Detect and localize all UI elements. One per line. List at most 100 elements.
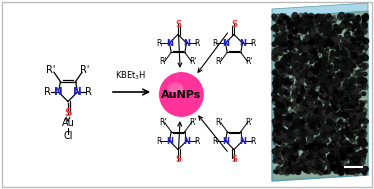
Circle shape xyxy=(365,144,367,145)
Circle shape xyxy=(290,153,294,156)
Circle shape xyxy=(309,45,313,49)
Circle shape xyxy=(326,29,327,30)
Circle shape xyxy=(276,134,281,139)
Circle shape xyxy=(319,163,325,169)
Circle shape xyxy=(326,43,329,46)
Circle shape xyxy=(295,102,301,108)
Circle shape xyxy=(297,114,300,118)
Circle shape xyxy=(294,122,299,127)
Circle shape xyxy=(317,26,321,29)
Circle shape xyxy=(283,147,289,153)
Circle shape xyxy=(313,140,315,142)
Circle shape xyxy=(342,112,348,118)
Circle shape xyxy=(362,103,365,105)
Circle shape xyxy=(286,169,291,174)
Circle shape xyxy=(283,119,285,121)
Circle shape xyxy=(351,38,355,41)
Circle shape xyxy=(353,133,357,137)
Circle shape xyxy=(294,147,295,149)
Circle shape xyxy=(294,164,297,167)
Circle shape xyxy=(295,91,297,93)
Circle shape xyxy=(341,156,345,160)
Circle shape xyxy=(321,32,325,36)
Circle shape xyxy=(311,98,312,100)
Circle shape xyxy=(309,148,312,151)
Circle shape xyxy=(290,168,296,174)
Circle shape xyxy=(317,112,319,114)
Circle shape xyxy=(281,134,283,137)
Circle shape xyxy=(297,99,299,101)
Circle shape xyxy=(288,40,291,43)
Circle shape xyxy=(345,151,349,155)
Circle shape xyxy=(286,136,290,140)
Circle shape xyxy=(331,45,334,48)
Circle shape xyxy=(307,73,313,78)
Circle shape xyxy=(364,82,367,86)
Circle shape xyxy=(328,26,330,28)
Circle shape xyxy=(275,48,276,50)
Circle shape xyxy=(342,97,345,99)
Circle shape xyxy=(274,91,277,93)
Circle shape xyxy=(285,141,288,143)
Circle shape xyxy=(352,88,356,91)
Circle shape xyxy=(319,114,324,118)
Circle shape xyxy=(336,28,341,33)
Circle shape xyxy=(273,76,277,81)
Circle shape xyxy=(292,95,297,100)
Circle shape xyxy=(349,47,351,50)
Circle shape xyxy=(344,155,346,157)
Circle shape xyxy=(323,69,327,74)
Circle shape xyxy=(315,137,316,139)
Circle shape xyxy=(347,149,352,155)
Circle shape xyxy=(347,143,352,148)
Circle shape xyxy=(359,132,363,136)
Circle shape xyxy=(278,141,282,144)
Circle shape xyxy=(274,129,276,131)
Circle shape xyxy=(320,40,324,43)
Circle shape xyxy=(341,78,346,83)
Circle shape xyxy=(322,167,324,170)
Circle shape xyxy=(321,98,324,101)
Circle shape xyxy=(289,127,294,131)
Circle shape xyxy=(292,112,295,115)
Circle shape xyxy=(349,165,353,170)
Circle shape xyxy=(288,52,293,57)
Circle shape xyxy=(312,44,316,49)
Circle shape xyxy=(352,121,355,123)
Circle shape xyxy=(273,119,279,125)
Circle shape xyxy=(322,121,324,123)
Circle shape xyxy=(275,52,278,55)
Circle shape xyxy=(301,131,307,137)
Circle shape xyxy=(312,109,315,111)
Circle shape xyxy=(343,98,347,102)
Circle shape xyxy=(304,19,309,24)
Circle shape xyxy=(287,155,293,160)
Circle shape xyxy=(303,117,309,123)
Circle shape xyxy=(339,112,343,116)
Circle shape xyxy=(345,85,347,86)
Circle shape xyxy=(339,78,341,80)
Circle shape xyxy=(309,143,314,149)
Circle shape xyxy=(295,18,298,21)
Circle shape xyxy=(288,57,292,60)
Circle shape xyxy=(319,119,324,125)
Circle shape xyxy=(333,134,336,137)
Circle shape xyxy=(345,111,350,116)
Circle shape xyxy=(323,47,327,51)
Circle shape xyxy=(342,144,344,146)
Circle shape xyxy=(314,58,316,59)
Circle shape xyxy=(355,116,359,121)
Circle shape xyxy=(329,157,334,163)
Circle shape xyxy=(300,120,305,125)
Circle shape xyxy=(305,165,307,167)
Circle shape xyxy=(295,123,300,128)
Circle shape xyxy=(328,83,330,85)
Circle shape xyxy=(337,136,339,138)
Circle shape xyxy=(355,36,359,41)
Circle shape xyxy=(344,25,347,27)
Circle shape xyxy=(321,148,323,150)
Circle shape xyxy=(362,65,367,70)
Circle shape xyxy=(309,56,312,60)
Circle shape xyxy=(325,144,327,146)
Text: R': R' xyxy=(189,57,196,66)
